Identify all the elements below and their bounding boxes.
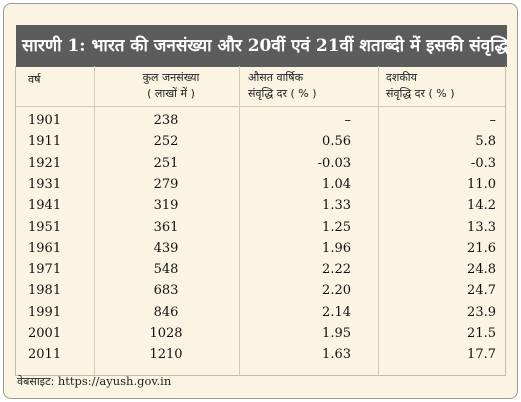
cell-avg-growth: 1.04 <box>322 176 351 192</box>
source-label: वेबसाइट: <box>17 375 55 388</box>
cell-decadal-growth: 14.2 <box>467 198 496 214</box>
header-population-line1: कुल जनसंख्या <box>142 71 200 84</box>
cell-population: 251 <box>153 155 179 171</box>
table-title: सारणी 1: भारत की जनसंख्या और 20वीं एवं 2… <box>16 25 508 67</box>
header-year: वर्ष <box>28 73 41 86</box>
cell-avg-growth: 2.14 <box>322 304 351 320</box>
cell-population: 238 <box>153 113 179 128</box>
cell-avg-growth: 1.63 <box>322 347 351 363</box>
cell-avg-growth: 1.96 <box>322 240 351 256</box>
cell-decadal-growth: 23.9 <box>467 304 496 320</box>
cell-year: 1971 <box>28 262 62 278</box>
cell-avg-growth: 1.33 <box>322 198 351 214</box>
cell-decadal-growth: -0.3 <box>470 155 496 171</box>
cell-avg-growth: 2.22 <box>322 262 351 278</box>
cell-population: 279 <box>153 176 179 192</box>
cell-year: 1991 <box>28 304 62 320</box>
cell-decadal-growth: 24.8 <box>467 262 496 278</box>
cell-population: 683 <box>153 283 179 299</box>
header-decadal-growth-line2: संवृद्धि दर ( % ) <box>386 87 455 100</box>
cell-population: 252 <box>153 134 179 150</box>
cell-year: 1951 <box>28 219 62 235</box>
cell-population: 439 <box>153 240 179 256</box>
cell-year: 1981 <box>28 283 62 299</box>
cell-decadal-growth: – <box>489 113 497 128</box>
cell-population: 319 <box>153 198 179 214</box>
cell-decadal-growth: 24.7 <box>467 283 496 299</box>
header-population: कुल जनसंख्या ( लाखों में ) <box>111 70 231 102</box>
cell-decadal-growth: 13.3 <box>467 219 496 235</box>
source-url: https://ayush.gov.in <box>57 374 172 388</box>
cell-decadal-growth: 11.0 <box>467 176 496 192</box>
header-avg-growth: औसत वार्षिक संवृद्धि दर ( % ) <box>248 70 317 102</box>
data-table: वर्ष कुल जनसंख्या ( लाखों में ) औसत वार्… <box>15 66 506 376</box>
header-avg-growth-line2: संवृद्धि दर ( % ) <box>248 87 317 100</box>
header-population-line2: ( लाखों में ) <box>147 87 195 100</box>
cell-avg-growth: -0.03 <box>317 155 351 171</box>
header-divider <box>16 106 505 107</box>
cell-year: 1941 <box>28 198 62 214</box>
cell-decadal-growth: 5.8 <box>475 134 496 150</box>
cell-population: 1028 <box>149 326 183 341</box>
column-divider <box>378 66 379 375</box>
cell-population: 548 <box>153 262 179 278</box>
cell-year: 1901 <box>28 113 62 128</box>
cell-decadal-growth: 21.6 <box>467 240 496 256</box>
cell-avg-growth: 0.56 <box>322 134 351 150</box>
cell-avg-growth: 2.20 <box>322 283 351 299</box>
column-divider <box>94 66 95 375</box>
cell-year: 1931 <box>28 176 62 192</box>
cell-population: 846 <box>153 304 179 320</box>
cell-avg-growth: 1.25 <box>322 219 351 235</box>
source-line: वेबसाइट: https://ayush.gov.in <box>17 374 171 389</box>
header-decadal-growth: दशकीय संवृद्धि दर ( % ) <box>386 70 455 102</box>
cell-population: 1210 <box>149 347 183 363</box>
header-decadal-growth-line1: दशकीय <box>386 71 417 84</box>
cell-decadal-growth: 17.7 <box>467 347 496 363</box>
cell-year: 2001 <box>28 326 62 341</box>
cell-avg-growth: 1.95 <box>322 326 351 341</box>
table-frame: सारणी 1: भारत की जनसंख्या और 20वीं एवं 2… <box>3 3 518 399</box>
header-avg-growth-line1: औसत वार्षिक <box>248 71 304 84</box>
cell-decadal-growth: 21.5 <box>467 326 496 341</box>
cell-year: 1911 <box>28 134 62 150</box>
cell-year: 1961 <box>28 240 62 256</box>
cell-avg-growth: – <box>344 113 352 128</box>
cell-year: 1921 <box>28 155 62 171</box>
cell-year: 2011 <box>28 347 62 363</box>
column-divider <box>239 66 240 375</box>
cell-population: 361 <box>153 219 179 235</box>
